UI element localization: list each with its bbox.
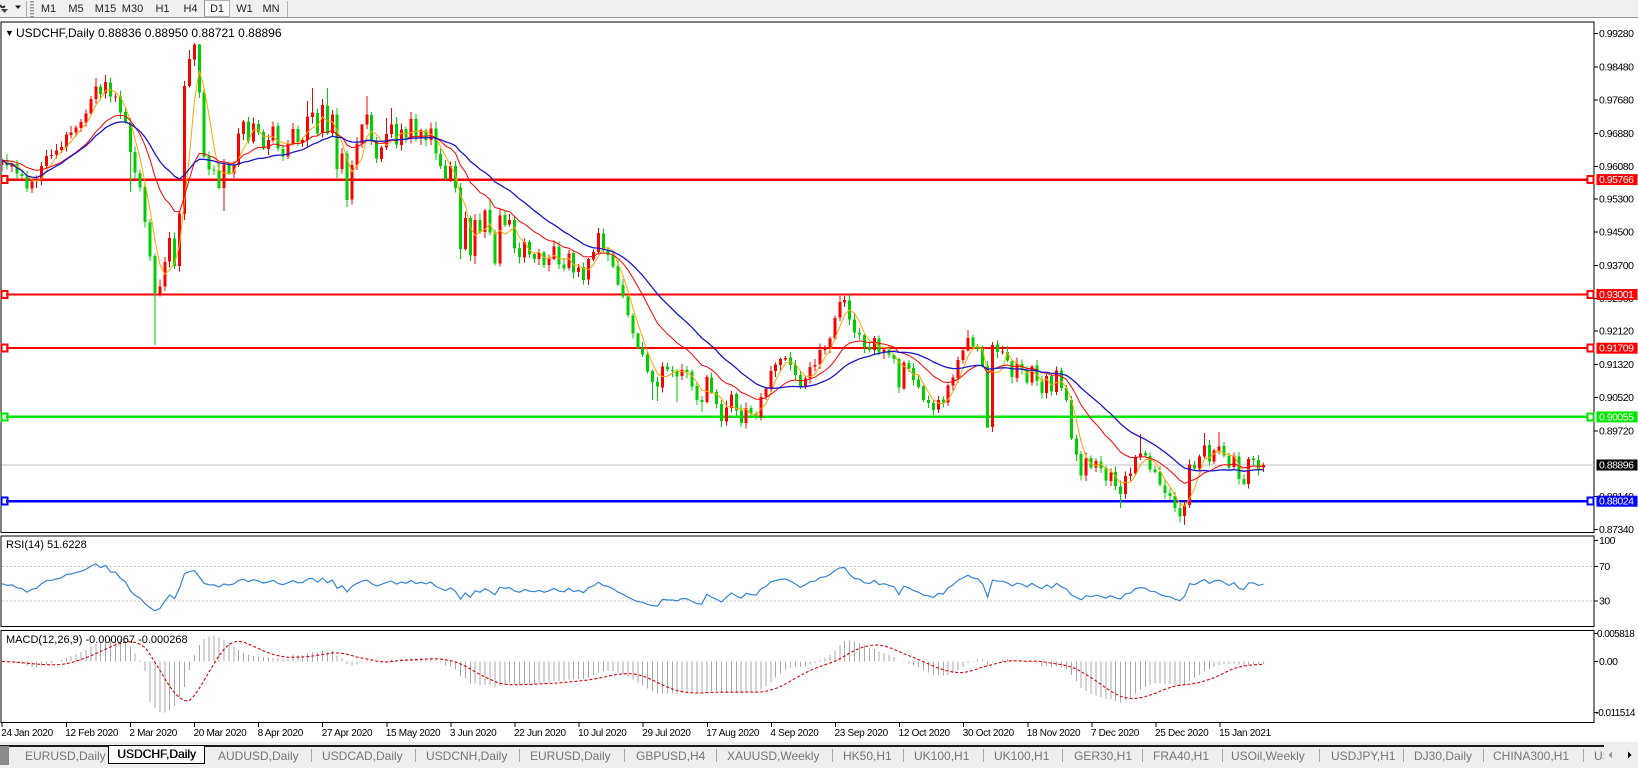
svg-text:0.89720: 0.89720 bbox=[1599, 425, 1634, 437]
svg-text:70: 70 bbox=[1599, 561, 1610, 573]
svg-text:29 Jul 2020: 29 Jul 2020 bbox=[642, 728, 691, 739]
svg-text:0.99280: 0.99280 bbox=[1599, 28, 1634, 40]
svg-text:0.91709: 0.91709 bbox=[1599, 343, 1634, 355]
svg-text:0.93700: 0.93700 bbox=[1599, 260, 1634, 272]
svg-text:0.93001: 0.93001 bbox=[1599, 289, 1634, 301]
svg-text:12 Oct 2020: 12 Oct 2020 bbox=[899, 728, 951, 739]
svg-text:0.98480: 0.98480 bbox=[1599, 61, 1634, 73]
svg-text:20 Mar 2020: 20 Mar 2020 bbox=[194, 728, 248, 739]
svg-text:0.90055: 0.90055 bbox=[1599, 411, 1634, 423]
svg-text:17 Aug 2020: 17 Aug 2020 bbox=[706, 728, 760, 739]
svg-text:0.90520: 0.90520 bbox=[1599, 392, 1634, 404]
svg-text:18 Nov 2020: 18 Nov 2020 bbox=[1027, 728, 1081, 739]
svg-text:10 Jul 2020: 10 Jul 2020 bbox=[578, 728, 627, 739]
svg-text:22 Jun 2020: 22 Jun 2020 bbox=[514, 728, 566, 739]
svg-text:0.92120: 0.92120 bbox=[1599, 326, 1634, 338]
svg-text:30 Oct 2020: 30 Oct 2020 bbox=[963, 728, 1015, 739]
svg-text:7 Dec 2020: 7 Dec 2020 bbox=[1091, 728, 1140, 739]
svg-text:USDCHF,Daily 0.88836 0.88950: USDCHF,Daily 0.88836 0.88950 0.88721 0.8… bbox=[16, 26, 282, 40]
svg-text:15 Jan 2021: 15 Jan 2021 bbox=[1219, 728, 1271, 739]
svg-text:0.87340: 0.87340 bbox=[1599, 524, 1634, 536]
svg-text:0.97680: 0.97680 bbox=[1599, 95, 1634, 107]
svg-text:25 Dec 2020: 25 Dec 2020 bbox=[1155, 728, 1209, 739]
svg-text:▼: ▼ bbox=[5, 28, 14, 38]
svg-text:15 May 2020: 15 May 2020 bbox=[386, 728, 441, 739]
svg-text:30: 30 bbox=[1599, 596, 1610, 608]
svg-text:0.005818: 0.005818 bbox=[1597, 629, 1635, 640]
svg-text:RSI(14) 51.6228: RSI(14) 51.6228 bbox=[6, 539, 87, 551]
svg-text:0.88024: 0.88024 bbox=[1599, 496, 1634, 508]
svg-text:2 Mar 2020: 2 Mar 2020 bbox=[129, 728, 177, 739]
svg-text:100: 100 bbox=[1599, 535, 1616, 547]
svg-text:0.91320: 0.91320 bbox=[1599, 359, 1634, 371]
svg-text:3 Jun 2020: 3 Jun 2020 bbox=[450, 728, 497, 739]
svg-text:0.96080: 0.96080 bbox=[1599, 161, 1634, 173]
svg-text:0.96880: 0.96880 bbox=[1599, 128, 1634, 140]
svg-text:0.94500: 0.94500 bbox=[1599, 227, 1634, 239]
svg-text:-0.011514: -0.011514 bbox=[1596, 708, 1636, 719]
svg-text:0.88896: 0.88896 bbox=[1599, 460, 1634, 472]
svg-text:0.95300: 0.95300 bbox=[1599, 194, 1634, 206]
svg-text:0.00: 0.00 bbox=[1599, 656, 1618, 668]
svg-text:23 Sep 2020: 23 Sep 2020 bbox=[835, 728, 889, 739]
svg-text:24 Jan 2020: 24 Jan 2020 bbox=[1, 728, 53, 739]
svg-text:0.95766: 0.95766 bbox=[1599, 174, 1634, 186]
svg-text:8 Apr 2020: 8 Apr 2020 bbox=[258, 728, 304, 739]
svg-text:MACD(12,26,9) -0.000067 -0.000: MACD(12,26,9) -0.000067 -0.000268 bbox=[6, 634, 188, 646]
svg-text:27 Apr 2020: 27 Apr 2020 bbox=[322, 728, 373, 739]
svg-text:4 Sep 2020: 4 Sep 2020 bbox=[770, 728, 819, 739]
svg-text:12 Feb 2020: 12 Feb 2020 bbox=[65, 728, 119, 739]
